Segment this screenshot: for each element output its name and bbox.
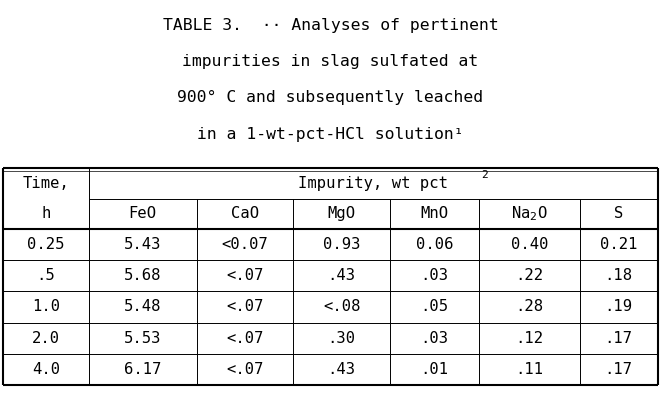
Text: <.07: <.07 [226,299,264,314]
Text: 5.43: 5.43 [124,237,161,252]
Text: 0.06: 0.06 [416,237,453,252]
Text: 6.17: 6.17 [124,362,161,377]
Text: 0.21: 0.21 [600,237,637,252]
Text: h: h [42,207,51,222]
Text: 5.68: 5.68 [124,268,161,283]
Text: .18: .18 [605,268,633,283]
Text: .03: .03 [420,268,449,283]
Text: Time,: Time, [22,176,69,191]
Text: 900° C and subsequently leached: 900° C and subsequently leached [177,90,484,105]
Text: S: S [614,207,623,222]
Text: 2.0: 2.0 [32,331,60,346]
Text: MnO: MnO [420,207,449,222]
Text: .11: .11 [516,362,543,377]
Text: CaO: CaO [231,207,259,222]
Text: in a 1-wt-pct-HCl solution¹: in a 1-wt-pct-HCl solution¹ [197,127,464,142]
Text: .28: .28 [516,299,543,314]
Text: Impurity, wt pct: Impurity, wt pct [298,176,448,191]
Text: 5.48: 5.48 [124,299,161,314]
Text: .01: .01 [420,362,449,377]
Text: 0.40: 0.40 [511,237,548,252]
Text: <.08: <.08 [323,299,360,314]
Text: .12: .12 [516,331,543,346]
Text: .43: .43 [328,362,356,377]
Text: 4.0: 4.0 [32,362,60,377]
Text: <0.07: <0.07 [221,237,268,252]
Text: 1.0: 1.0 [32,299,60,314]
Text: .43: .43 [328,268,356,283]
Text: TABLE 3.  ·· Analyses of pertinent: TABLE 3. ·· Analyses of pertinent [163,18,498,33]
Text: .5: .5 [37,268,56,283]
Text: FeO: FeO [129,207,157,222]
Text: <.07: <.07 [226,362,264,377]
Text: 0.25: 0.25 [27,237,65,252]
Text: .17: .17 [605,331,633,346]
Text: Na$_2$O: Na$_2$O [511,205,548,223]
Text: <.07: <.07 [226,268,264,283]
Text: .05: .05 [420,299,449,314]
Text: <.07: <.07 [226,331,264,346]
Text: 0.93: 0.93 [323,237,360,252]
Text: .22: .22 [516,268,543,283]
Text: .03: .03 [420,331,449,346]
Text: .19: .19 [605,299,633,314]
Text: 5.53: 5.53 [124,331,161,346]
Text: 2: 2 [481,170,488,180]
Text: .17: .17 [605,362,633,377]
Text: impurities in slag sulfated at: impurities in slag sulfated at [182,54,479,69]
Text: .30: .30 [328,331,356,346]
Text: MgO: MgO [328,207,356,222]
